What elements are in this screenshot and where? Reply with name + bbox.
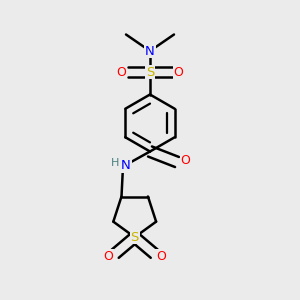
Text: N: N: [121, 159, 131, 172]
Text: H: H: [111, 158, 120, 169]
Text: O: O: [104, 250, 114, 262]
Text: N: N: [145, 44, 155, 58]
Text: S: S: [130, 231, 139, 244]
Text: O: O: [156, 250, 166, 262]
Text: O: O: [174, 65, 183, 79]
Text: O: O: [117, 65, 126, 79]
Text: S: S: [146, 65, 154, 79]
Text: O: O: [181, 154, 190, 167]
